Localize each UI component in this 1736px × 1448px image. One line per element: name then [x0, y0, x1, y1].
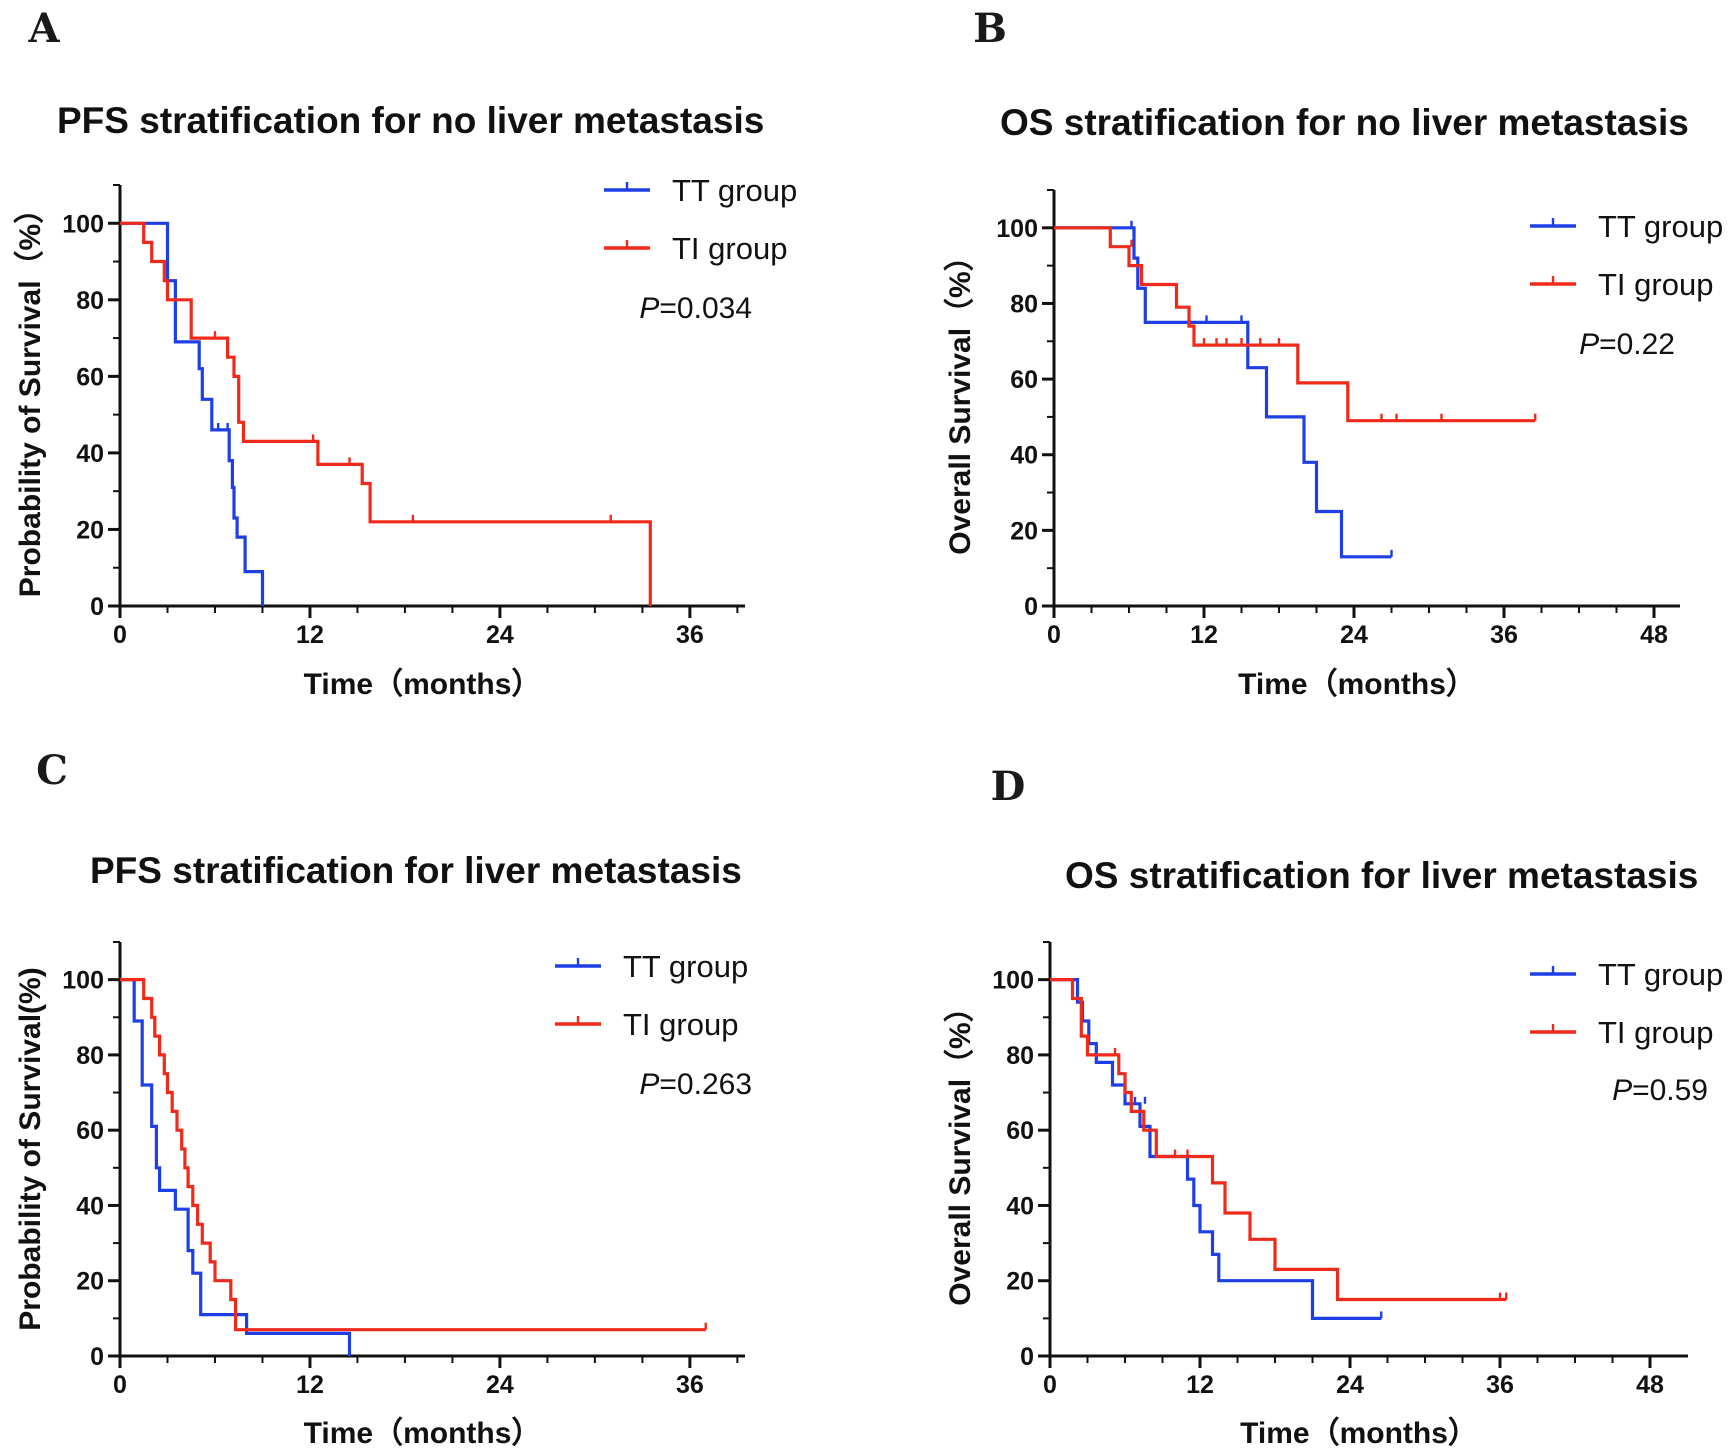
y-tick-label: 60	[1006, 1117, 1034, 1145]
x-tick-label: 12	[296, 1371, 324, 1399]
legend-item-ti: TI group	[555, 1007, 738, 1042]
panel-D: D OS stratification for liver metastasis 0…	[943, 763, 1723, 1448]
x-axis-title: Time（months）	[1238, 667, 1476, 701]
y-tick-label: 60	[1010, 366, 1038, 394]
legend-item-ti: TI group	[604, 231, 787, 266]
p-value-symbol: P	[1612, 1074, 1632, 1107]
y-axis-title: Probability of Survival(%)	[14, 967, 47, 1330]
x-tick-label: 48	[1636, 1371, 1664, 1399]
y-tick-label: 100	[62, 967, 104, 995]
legend-item-tt: TT group	[604, 173, 797, 208]
p-value: P=0.263	[639, 1068, 752, 1101]
y-axis-title: Probability of Survival（%）	[13, 194, 47, 597]
y-tick-label: 20	[1006, 1268, 1034, 1296]
p-value: P=0.59	[1612, 1074, 1708, 1107]
chart-title: PFS stratification for no liver metastas…	[57, 100, 764, 141]
x-tick-label: 0	[1043, 1371, 1057, 1399]
legend-item-tt: TT group	[555, 949, 748, 984]
x-tick-label: 0	[113, 621, 127, 649]
y-tick-label: 80	[76, 1042, 104, 1070]
y-tick-label: 0	[90, 593, 104, 621]
y-tick-label: 60	[76, 363, 104, 391]
y-axis-title: Overall Survival（%）	[943, 992, 977, 1305]
chart-title: PFS stratification for liver metastasis	[90, 850, 742, 891]
panel-letter: A	[27, 5, 60, 52]
x-tick-label: 36	[676, 1371, 704, 1399]
y-tick-label: 20	[1010, 517, 1038, 545]
legend-label: TI group	[1598, 267, 1713, 302]
legend-item-tt: TT group	[1530, 209, 1723, 244]
y-axis-title: Overall Survival（%）	[943, 241, 977, 554]
x-tick-label: 36	[1490, 621, 1518, 649]
x-tick-label: 36	[1486, 1371, 1514, 1399]
x-tick-label: 12	[1190, 621, 1218, 649]
km-curve-tt	[120, 977, 352, 1356]
panel-letter: C	[36, 747, 68, 794]
x-tick-label: 0	[113, 1371, 127, 1399]
x-axis-title: Time（months）	[304, 667, 542, 701]
km-curve-ti	[120, 977, 706, 1332]
y-tick-label: 0	[1024, 593, 1038, 621]
p-value-number: =0.263	[659, 1068, 752, 1101]
km-curve-ti	[1050, 977, 1507, 1302]
panel-C: C PFS stratification for liver metastasis…	[14, 747, 752, 1448]
legend-label: TT group	[672, 173, 797, 208]
panel-letter: D	[991, 763, 1026, 810]
x-tick-label: 12	[1186, 1371, 1214, 1399]
legend-label: TT group	[1598, 209, 1723, 244]
p-value-number: =0.034	[659, 292, 752, 325]
x-tick-label: 48	[1640, 621, 1668, 649]
km-curve-ti	[120, 221, 652, 606]
panel-A: A PFS stratification for no liver metasta…	[13, 5, 797, 701]
y-tick-label: 40	[1010, 442, 1038, 470]
x-tick-label: 24	[486, 621, 514, 649]
legend-item-ti: TI group	[1530, 267, 1713, 302]
km-curve-ti	[1054, 226, 1536, 423]
chart-title: OS stratification for liver metastasis	[1065, 855, 1698, 896]
y-tick-label: 60	[76, 1117, 104, 1145]
legend-label: TI group	[1598, 1015, 1713, 1050]
legend-label: TT group	[623, 949, 748, 984]
p-value-number: =0.22	[1599, 328, 1675, 361]
x-tick-label: 24	[1340, 621, 1368, 649]
x-tick-label: 0	[1047, 621, 1061, 649]
x-tick-label: 36	[676, 621, 704, 649]
chart-title: OS stratification for no liver metastasi…	[1000, 102, 1689, 143]
y-tick-label: 100	[62, 210, 104, 238]
legend-item-ti: TI group	[1530, 1015, 1713, 1050]
legend-item-tt: TT group	[1530, 957, 1723, 992]
legend-label: TI group	[623, 1007, 738, 1042]
y-tick-label: 40	[1006, 1192, 1034, 1220]
p-value-symbol: P	[1579, 328, 1599, 361]
x-axis-title: Time（months）	[1240, 1416, 1478, 1448]
p-value-symbol: P	[639, 292, 659, 325]
y-tick-label: 80	[1006, 1042, 1034, 1070]
p-value-number: =0.59	[1632, 1074, 1708, 1107]
x-tick-label: 24	[486, 1371, 514, 1399]
x-axis-title: Time（months）	[304, 1416, 542, 1448]
y-tick-label: 40	[76, 1192, 104, 1220]
x-tick-label: 24	[1336, 1371, 1364, 1399]
x-tick-label: 12	[296, 621, 324, 649]
p-value-symbol: P	[639, 1068, 659, 1101]
km-curve-tt	[1050, 977, 1382, 1321]
y-tick-label: 100	[992, 967, 1034, 995]
y-tick-label: 40	[76, 440, 104, 468]
panel-letter: B	[973, 5, 1007, 52]
km-curve-tt	[1054, 226, 1392, 559]
legend-label: TI group	[672, 231, 787, 266]
y-tick-label: 80	[1010, 290, 1038, 318]
panel-B: B OS stratification for no liver metastas…	[943, 5, 1723, 701]
y-tick-label: 80	[76, 287, 104, 315]
y-tick-label: 100	[996, 215, 1038, 243]
y-tick-label: 0	[1020, 1343, 1034, 1371]
y-tick-label: 0	[90, 1343, 104, 1371]
km-curve-tt	[120, 221, 265, 606]
y-tick-label: 20	[76, 516, 104, 544]
p-value: P=0.22	[1579, 328, 1675, 361]
legend-label: TT group	[1598, 957, 1723, 992]
p-value: P=0.034	[639, 292, 752, 325]
y-tick-label: 20	[76, 1268, 104, 1296]
